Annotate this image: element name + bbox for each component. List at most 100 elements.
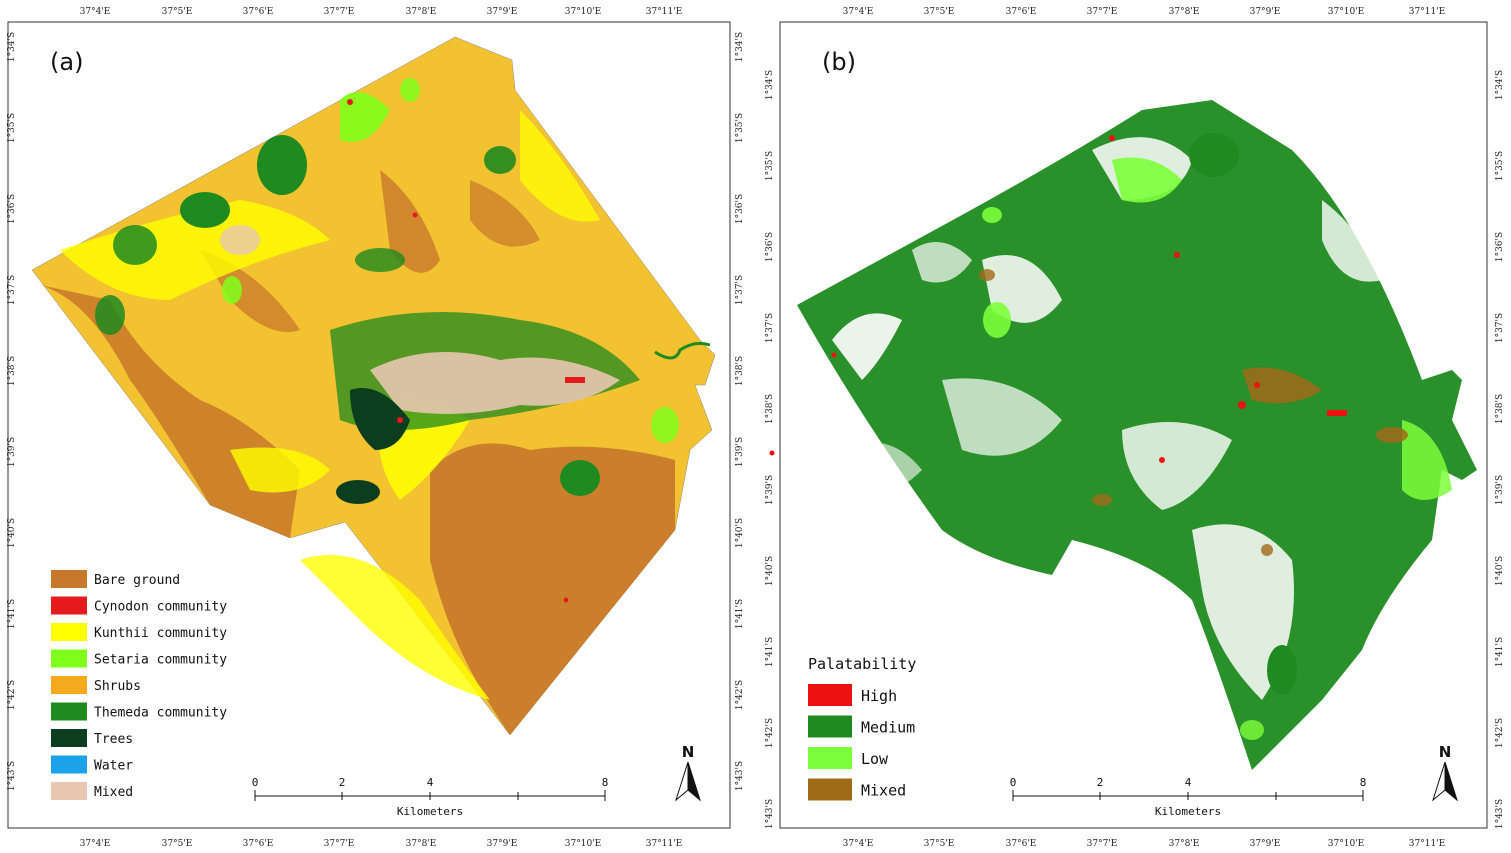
map-a-svg: 37°4'E 37°5'E 37°6'E 37°7'E 37°8'E 37°9'… bbox=[7, 7, 745, 849]
legend-label: Themeda community bbox=[94, 706, 227, 721]
lat-tick-label: 1°42'S bbox=[1495, 718, 1505, 748]
lat-tick-label: 1°43'S bbox=[765, 799, 775, 829]
lon-tick-label: 37°6'E bbox=[243, 839, 274, 849]
legend-title: Palatability bbox=[808, 655, 916, 673]
lon-tick-label: 37°11'E bbox=[1409, 839, 1445, 849]
lon-tick-label: 37°11'E bbox=[646, 7, 682, 17]
map-b-svg: 37°4'E 37°5'E 37°6'E 37°7'E 37°8'E 37°9'… bbox=[765, 7, 1505, 849]
lon-tick-label: 37°8'E bbox=[1169, 839, 1200, 849]
lon-tick-label: 37°6'E bbox=[1006, 7, 1037, 17]
legend-swatch bbox=[51, 623, 87, 641]
legend-label: High bbox=[861, 687, 897, 705]
lat-ticks-b: 1°34'S 1°35'S 1°36'S 1°37'S 1°38'S 1°39'… bbox=[765, 70, 1505, 829]
lon-tick-label: 37°8'E bbox=[406, 7, 437, 17]
lat-tick-label: 1°38'S bbox=[7, 356, 17, 386]
scale-tick-label: 0 bbox=[1010, 776, 1017, 789]
legend-label: Trees bbox=[94, 732, 133, 747]
lat-tick-label: 1°37'S bbox=[735, 275, 745, 305]
lat-tick-label: 1°40'S bbox=[7, 518, 17, 548]
lon-tick-label: 37°5'E bbox=[924, 7, 955, 17]
lon-tick-label: 37°10'E bbox=[565, 839, 601, 849]
lat-tick-label: 1°35'S bbox=[1495, 151, 1505, 181]
lon-tick-label: 37°11'E bbox=[646, 839, 682, 849]
lat-tick-label: 1°36'S bbox=[1495, 232, 1505, 262]
legend-label: Low bbox=[861, 750, 889, 768]
north-label: N bbox=[682, 743, 695, 761]
panel-label: (a) bbox=[50, 48, 83, 76]
palatability-map bbox=[769, 100, 1477, 770]
legend-swatch bbox=[808, 715, 852, 738]
lon-tick-label: 37°4'E bbox=[843, 7, 874, 17]
lon-tick-label: 37°8'E bbox=[1169, 7, 1200, 17]
scale-tick-label: 0 bbox=[252, 776, 259, 789]
lat-tick-label: 1°42'S bbox=[765, 718, 775, 748]
legend-swatch bbox=[808, 778, 852, 801]
map-panel-a: 37°4'E 37°5'E 37°6'E 37°7'E 37°8'E 37°9'… bbox=[0, 0, 750, 853]
lat-tick-label: 1°40'S bbox=[1495, 556, 1505, 586]
lat-tick-label: 1°42'S bbox=[735, 680, 745, 710]
lat-tick-label: 1°39'S bbox=[1495, 475, 1505, 505]
lon-tick-label: 37°11'E bbox=[1409, 7, 1445, 17]
lat-tick-label: 1°40'S bbox=[735, 518, 745, 548]
lon-tick-label: 37°7'E bbox=[324, 839, 355, 849]
lon-tick-label: 37°9'E bbox=[487, 839, 518, 849]
lat-tick-label: 1°39'S bbox=[765, 475, 775, 505]
lon-tick-label: 37°7'E bbox=[324, 7, 355, 17]
legend-label: Cynodon community bbox=[94, 600, 227, 615]
lon-tick-label: 37°4'E bbox=[843, 839, 874, 849]
lat-tick-label: 1°37'S bbox=[765, 313, 775, 343]
scale-tick-label: 4 bbox=[427, 776, 434, 789]
legend-swatch bbox=[51, 729, 87, 747]
lat-tick-label: 1°34'S bbox=[7, 32, 17, 62]
scale-bar: 0 2 4 8 Kilometers bbox=[252, 776, 609, 818]
scale-tick-label: 2 bbox=[1097, 776, 1104, 789]
lat-tick-label: 1°41'S bbox=[1495, 637, 1505, 667]
legend-label: Shrubs bbox=[94, 679, 141, 694]
lat-tick-label: 1°38'S bbox=[1495, 394, 1505, 424]
legend-label: Medium bbox=[861, 719, 915, 737]
lon-tick-label: 37°9'E bbox=[1250, 839, 1281, 849]
lat-tick-label: 1°35'S bbox=[765, 151, 775, 181]
legend-label: Mixed bbox=[94, 785, 133, 800]
scale-units: Kilometers bbox=[1155, 805, 1221, 818]
lon-ticks-a: 37°4'E 37°5'E 37°6'E 37°7'E 37°8'E 37°9'… bbox=[80, 7, 683, 849]
map-panel-b: 37°4'E 37°5'E 37°6'E 37°7'E 37°8'E 37°9'… bbox=[762, 0, 1511, 853]
lat-ticks-a: 1°34'S 1°35'S 1°36'S 1°37'S 1°38'S 1°39'… bbox=[7, 32, 745, 791]
lat-tick-label: 1°36'S bbox=[765, 232, 775, 262]
lat-tick-label: 1°37'S bbox=[7, 275, 17, 305]
lat-tick-label: 1°39'S bbox=[735, 437, 745, 467]
lat-tick-label: 1°42'S bbox=[7, 680, 17, 710]
lat-tick-label: 1°38'S bbox=[735, 356, 745, 386]
lon-tick-label: 37°4'E bbox=[80, 7, 111, 17]
lon-tick-label: 37°6'E bbox=[243, 7, 274, 17]
lon-tick-label: 37°5'E bbox=[162, 7, 193, 17]
lat-tick-label: 1°41'S bbox=[735, 599, 745, 629]
lon-tick-label: 37°8'E bbox=[406, 839, 437, 849]
lat-tick-label: 1°35'S bbox=[735, 113, 745, 143]
lon-tick-label: 37°10'E bbox=[565, 7, 601, 17]
scale-tick-label: 8 bbox=[1360, 776, 1367, 789]
lon-tick-label: 37°7'E bbox=[1087, 7, 1118, 17]
lon-tick-label: 37°4'E bbox=[80, 839, 111, 849]
legend-label: Kunthii community bbox=[94, 626, 227, 641]
legend-swatch bbox=[808, 684, 852, 706]
legend-swatch bbox=[51, 570, 87, 588]
lon-ticks-b: 37°4'E 37°5'E 37°6'E 37°7'E 37°8'E 37°9'… bbox=[843, 7, 1446, 849]
north-label: N bbox=[1439, 743, 1452, 761]
lat-tick-label: 1°34'S bbox=[735, 32, 745, 62]
lon-tick-label: 37°10'E bbox=[1328, 7, 1364, 17]
scale-tick-label: 4 bbox=[1185, 776, 1192, 789]
legend-swatch bbox=[51, 676, 87, 694]
lat-tick-label: 1°38'S bbox=[765, 394, 775, 424]
legend-b: High Medium Low Mixed bbox=[808, 684, 915, 801]
lat-tick-label: 1°34'S bbox=[765, 70, 775, 100]
lon-tick-label: 37°10'E bbox=[1328, 839, 1364, 849]
lat-tick-label: 1°36'S bbox=[735, 194, 745, 224]
legend-label: Water bbox=[94, 759, 133, 774]
lon-tick-label: 37°5'E bbox=[924, 839, 955, 849]
legend-label: Bare ground bbox=[94, 573, 180, 588]
scale-tick-label: 8 bbox=[602, 776, 609, 789]
north-arrow-icon: N bbox=[1432, 743, 1458, 802]
scale-bar: 0 2 4 8 Kilometers bbox=[1010, 776, 1367, 818]
panel-label: (b) bbox=[822, 48, 856, 76]
